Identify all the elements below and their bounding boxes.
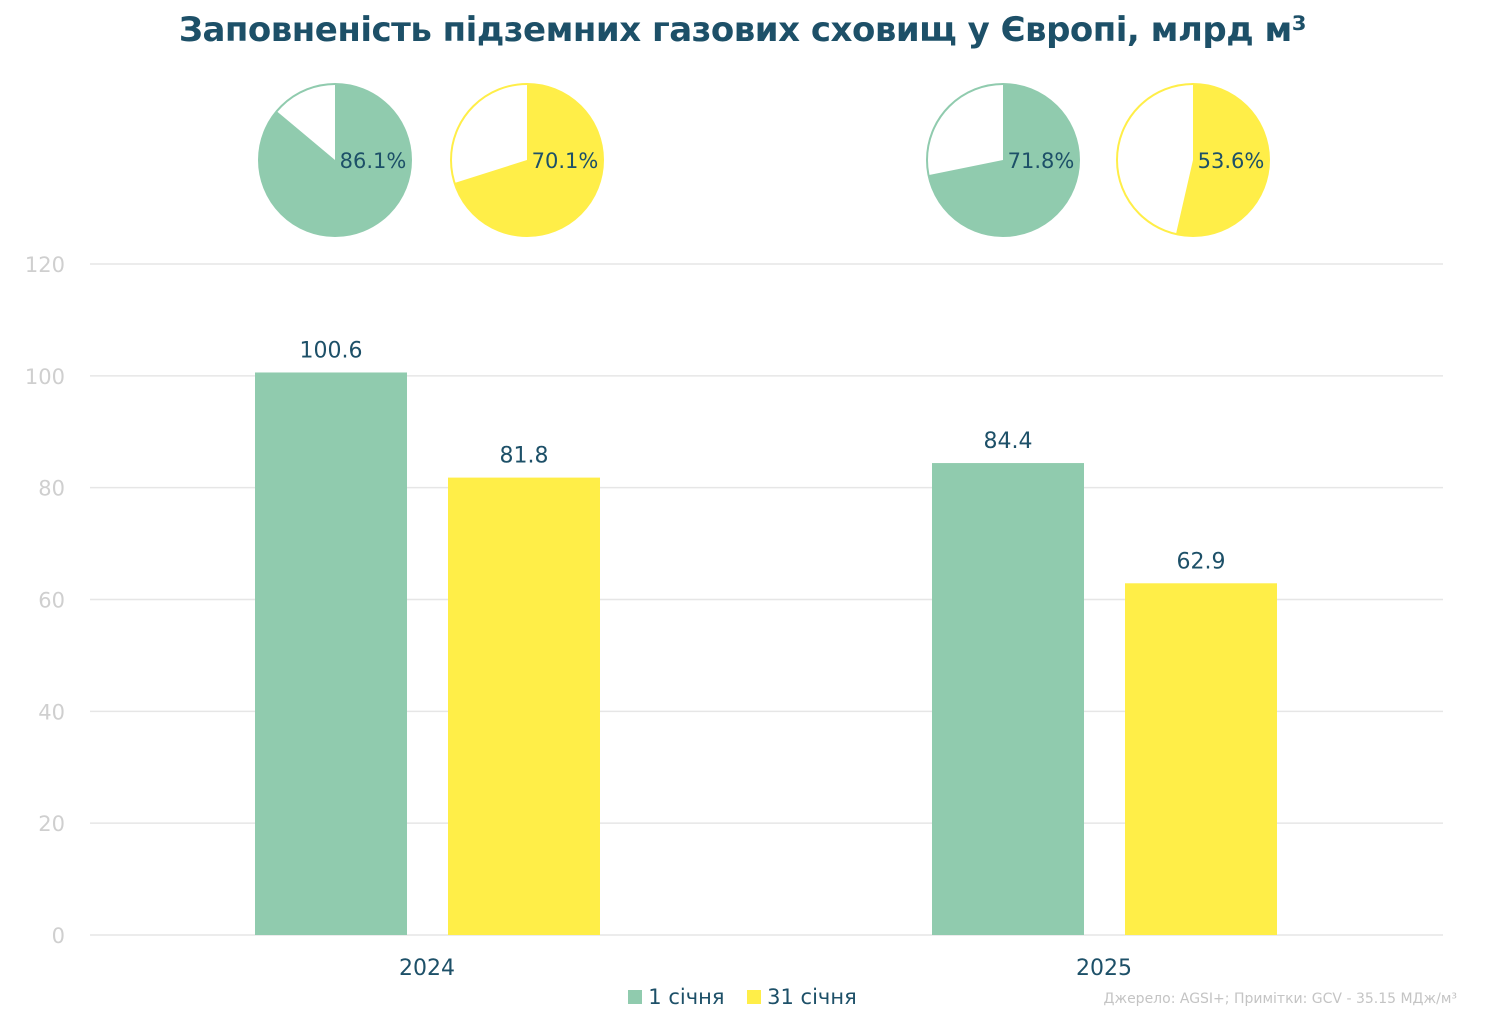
y-tick-label: 40 [38, 700, 65, 724]
pie-percent-label: 86.1% [340, 149, 407, 173]
legend-label-jan1: 1 січня [648, 985, 725, 1009]
legend: 1 січня 31 січня [0, 985, 1485, 1009]
x-tick-label: 2024 [399, 956, 455, 981]
y-tick-label: 20 [38, 812, 65, 836]
source-note: Джерело: AGSI+; Примітки: GCV - 35.15 МД… [1103, 991, 1457, 1007]
y-tick-label: 60 [38, 589, 65, 613]
pie-percent-label: 53.6% [1198, 149, 1265, 173]
bar [1125, 583, 1277, 935]
bar-value-label: 62.9 [1177, 549, 1226, 574]
pie-slice [259, 84, 411, 236]
chart-title: Заповненість підземних газових сховищ у … [178, 10, 1307, 50]
bar-value-label: 81.8 [500, 444, 549, 469]
bar [255, 372, 407, 935]
legend-swatch-jan31 [747, 990, 762, 1004]
chart-area: 0 20 40 60 80 100 120 100.6 84.4 81.8 62.9 2024 2025… [25, 83, 1443, 981]
legend-item-jan31[interactable]: 31 січня [747, 985, 857, 1009]
legend-item-jan1[interactable]: 1 січня [628, 985, 724, 1009]
y-tick-label: 80 [38, 477, 65, 501]
legend-label-jan31: 31 січня [767, 985, 857, 1009]
pie-slice [928, 84, 1079, 237]
pie-slice [454, 84, 603, 236]
bar-value-label: 84.4 [984, 429, 1033, 454]
bar [448, 477, 600, 935]
legend-swatch-jan1 [628, 990, 643, 1004]
y-tick-label: 120 [25, 253, 65, 277]
bar-value-label: 100.6 [300, 338, 363, 363]
y-tick-label: 0 [52, 924, 65, 948]
pie-percent-label: 70.1% [532, 149, 599, 173]
pie-slice [1175, 84, 1269, 237]
pie-percent-label: 71.8% [1008, 149, 1075, 173]
y-tick-label: 100 [25, 365, 65, 389]
bar [932, 463, 1084, 935]
x-tick-label: 2025 [1076, 956, 1132, 981]
